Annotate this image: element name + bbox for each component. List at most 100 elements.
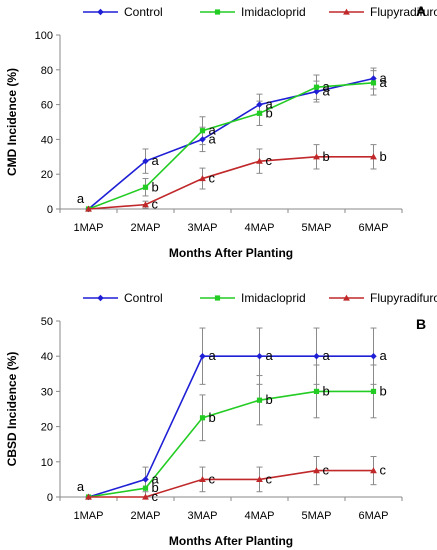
- significance-letter: b: [266, 392, 273, 407]
- y-tick-label: 10: [41, 457, 53, 469]
- significance-letter: a: [380, 71, 388, 86]
- significance-letter: a: [77, 191, 85, 206]
- significance-letter: b: [152, 179, 159, 194]
- series-line-imidacloprid: [88, 390, 374, 498]
- panel-label: B: [416, 316, 426, 332]
- legend-entry: Control: [124, 291, 163, 305]
- x-tick-label: 1MAP: [74, 510, 104, 522]
- legend-marker: [343, 8, 350, 15]
- significance-letter: b: [209, 410, 216, 425]
- data-point-control: [370, 75, 377, 82]
- significance-letter: c: [323, 463, 330, 478]
- data-point-imidacloprid: [313, 388, 320, 394]
- series-line-control: [87, 77, 374, 210]
- y-tick-label: 0: [47, 204, 53, 216]
- data-point-flupyradifurone: [370, 153, 377, 160]
- x-tick-label: 6MAP: [359, 222, 389, 234]
- y-tick-label: 0: [47, 492, 53, 504]
- chart-panel-A: Control Imidacloprid FlupyradifuroneA 0 20 40…: [5, 3, 437, 260]
- x-tick-label: 3MAP: [188, 510, 218, 522]
- significance-letter: a: [323, 84, 331, 99]
- panel-label: A: [416, 3, 426, 19]
- x-tick-label: 5MAP: [302, 510, 332, 522]
- y-tick-label: 80: [41, 65, 53, 77]
- x-tick-label: 5MAP: [302, 222, 332, 234]
- data-point-flupyradifurone: [256, 476, 263, 482]
- data-point-control: [256, 353, 263, 360]
- significance-letter: c: [152, 489, 159, 504]
- significance-letter: a: [380, 75, 388, 90]
- significance-letter: c: [209, 471, 216, 486]
- x-tick-label: 4MAP: [245, 222, 275, 234]
- legend-entry: Imidacloprid: [241, 5, 306, 19]
- data-point-imidacloprid: [142, 184, 149, 190]
- x-axis-title: Months After Planting: [169, 534, 293, 548]
- data-point-control: [370, 353, 377, 360]
- significance-letter: a: [152, 471, 160, 486]
- legend-entry: Control: [124, 5, 163, 19]
- legend-entry: Flupyradifurone: [370, 291, 437, 305]
- significance-letter: c: [209, 171, 216, 186]
- data-point-imidacloprid: [199, 415, 206, 421]
- legend-marker: [97, 294, 104, 302]
- data-point-flupyradifurone: [313, 467, 320, 474]
- series-line-control: [88, 355, 374, 498]
- significance-letter: c: [266, 153, 273, 168]
- significance-letter: b: [266, 105, 273, 120]
- y-tick-label: 100: [35, 30, 53, 42]
- data-point-control: [313, 353, 320, 360]
- significance-letter: b: [323, 383, 330, 398]
- data-point-control: [199, 353, 206, 360]
- data-point-control: [142, 157, 149, 165]
- x-axis-title: Months After Planting: [169, 246, 293, 260]
- significance-letter: c: [380, 463, 387, 478]
- data-point-imidacloprid: [313, 84, 320, 90]
- y-tick-label: 30: [41, 386, 53, 398]
- y-axis-title: CBSD Incidence (%): [5, 352, 19, 467]
- data-point-imidacloprid: [370, 80, 377, 86]
- data-point-imidacloprid: [142, 485, 149, 491]
- y-tick-label: 20: [41, 169, 53, 181]
- x-tick-label: 6MAP: [359, 510, 389, 522]
- significance-letter: a: [77, 479, 85, 494]
- significance-letter: c: [152, 197, 159, 212]
- data-point-flupyradifurone: [85, 205, 92, 212]
- data-point-flupyradifurone: [142, 493, 149, 500]
- significance-letter: a: [380, 348, 388, 363]
- data-point-flupyradifurone: [313, 153, 320, 160]
- data-point-flupyradifurone: [199, 175, 206, 182]
- y-tick-label: 40: [41, 134, 53, 146]
- data-point-flupyradifurone: [142, 201, 149, 208]
- data-point-control: [313, 88, 320, 95]
- significance-letter: a: [209, 131, 217, 146]
- significance-letter: a: [323, 348, 331, 363]
- legend-entry: Imidacloprid: [241, 291, 306, 305]
- series-line-flupyradifurone: [88, 156, 374, 210]
- x-tick-label: 4MAP: [245, 510, 275, 522]
- legend-marker: [97, 8, 104, 16]
- legend-marker: [343, 294, 350, 301]
- significance-letter: b: [380, 149, 387, 164]
- significance-letter: b: [323, 149, 330, 164]
- significance-letter: a: [152, 153, 160, 168]
- data-point-imidacloprid: [199, 128, 206, 134]
- y-tick-label: 50: [41, 316, 53, 328]
- data-point-imidacloprid: [370, 388, 377, 394]
- legend-marker: [214, 9, 221, 15]
- data-point-imidacloprid: [256, 397, 263, 403]
- significance-letter: a: [266, 348, 274, 363]
- significance-letter: b: [152, 480, 159, 495]
- data-point-flupyradifurone: [370, 467, 377, 474]
- legend-marker: [214, 295, 221, 301]
- significance-letter: b: [380, 383, 387, 398]
- series-line-flupyradifurone: [88, 469, 374, 498]
- data-point-control: [256, 101, 263, 108]
- significance-letter: a: [323, 79, 331, 94]
- chart-panel-B: Control Imidacloprid Flupyradifurone B 0 10 20…: [5, 291, 437, 548]
- significance-letter: a: [266, 97, 274, 112]
- series-line-imidacloprid: [88, 82, 374, 210]
- significance-letter: a: [209, 348, 217, 363]
- y-tick-label: 20: [41, 422, 53, 434]
- data-point-control: [142, 476, 149, 483]
